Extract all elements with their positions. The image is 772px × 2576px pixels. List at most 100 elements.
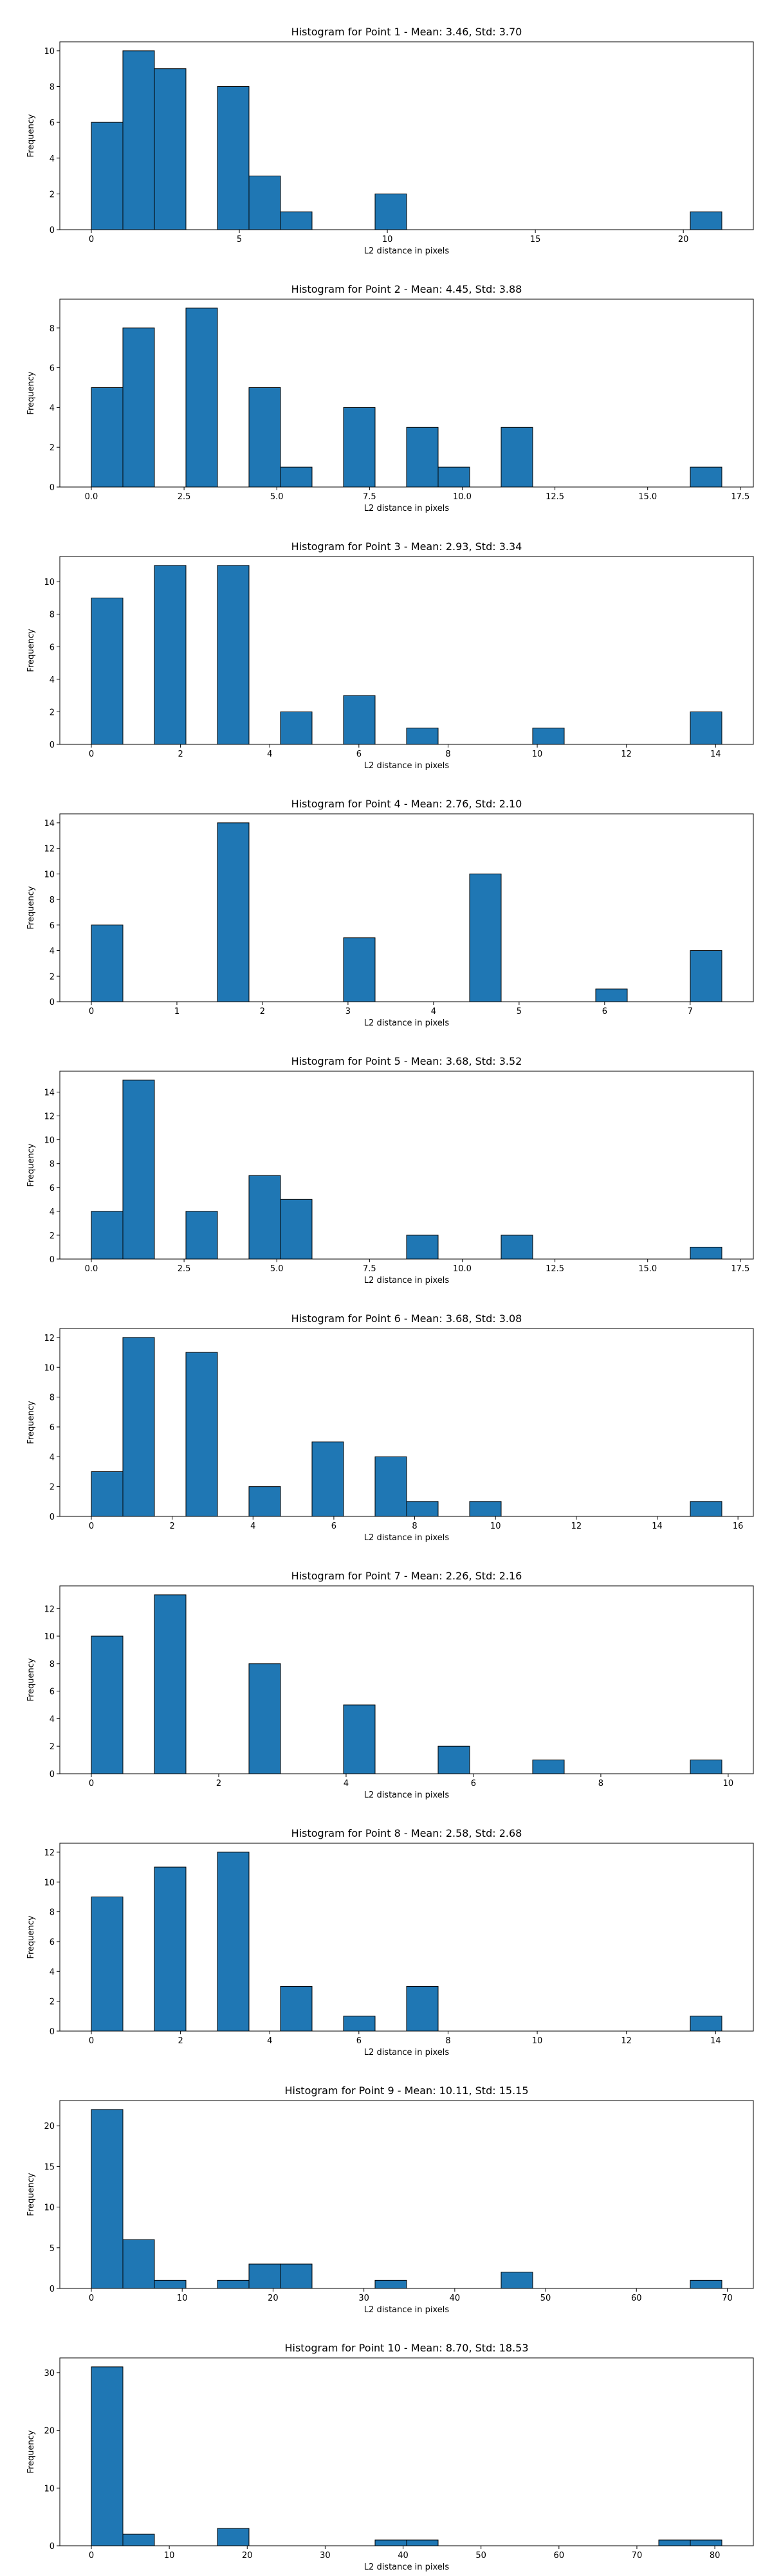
bar — [185, 1352, 218, 1517]
y-tick-label: 14 — [44, 819, 55, 829]
x-tick-label: 0 — [89, 750, 94, 759]
bar — [154, 2279, 187, 2289]
x-tick-label: 2.5 — [178, 1264, 191, 1274]
bar — [280, 1199, 313, 1260]
y-tick-label: 2 — [50, 1998, 55, 2007]
x-axis-label: L2 distance in pixels — [364, 2305, 450, 2315]
y-tick-label: 8 — [50, 1394, 55, 1403]
bar — [91, 387, 124, 488]
y-axis-label: Frequency — [26, 886, 36, 929]
y-tick-label: 12 — [44, 1334, 55, 1343]
bar — [343, 937, 376, 1002]
bar — [406, 427, 439, 488]
x-tick-label: 12 — [571, 1522, 582, 1531]
y-tick-label: 4 — [50, 1715, 55, 1724]
chart-title: Histogram for Point 4 - Mean: 2.76, Std:… — [291, 798, 522, 810]
y-tick-label: 10 — [44, 1136, 55, 1146]
subplot: Histogram for Point 10 - Mean: 8.70, Std… — [26, 2342, 754, 2572]
y-tick-label: 8 — [50, 83, 55, 93]
bar — [374, 1456, 407, 1517]
y-tick-label: 10 — [44, 2484, 55, 2494]
subplot: Histogram for Point 1 - Mean: 3.46, Std:… — [26, 26, 754, 256]
chart-title: Histogram for Point 10 - Mean: 8.70, Std… — [284, 2342, 528, 2354]
y-tick-label: 5 — [50, 2244, 55, 2254]
bar — [185, 1211, 218, 1260]
bar — [690, 1760, 722, 1774]
bar — [374, 2539, 407, 2546]
x-tick-label: 0 — [89, 2036, 94, 2046]
y-tick-label: 20 — [44, 2122, 55, 2131]
x-tick-label: 10 — [177, 2294, 188, 2303]
bar — [501, 427, 533, 488]
x-tick-label: 20 — [268, 2294, 279, 2303]
x-tick-label: 12 — [621, 750, 632, 759]
x-tick-label: 16 — [733, 1522, 744, 1531]
x-tick-label: 7.5 — [363, 492, 376, 502]
y-tick-label: 4 — [50, 947, 55, 957]
bar — [91, 2109, 124, 2289]
x-tick-label: 12.5 — [546, 492, 564, 502]
y-axis-label: Frequency — [26, 1401, 36, 1444]
x-tick-label: 1 — [174, 1007, 179, 1017]
x-tick-label: 80 — [710, 2551, 721, 2561]
chart-title: Histogram for Point 6 - Mean: 3.68, Std:… — [291, 1312, 522, 1325]
x-tick-label: 8 — [412, 1522, 417, 1531]
x-tick-label: 0 — [89, 2294, 94, 2303]
y-tick-label: 8 — [50, 324, 55, 334]
x-tick-label: 15.0 — [638, 492, 657, 502]
x-tick-label: 6 — [356, 750, 362, 759]
axes-frame — [59, 1585, 754, 1774]
y-axis-label: Frequency — [26, 114, 36, 157]
bar — [248, 176, 281, 230]
x-tick-label: 10 — [164, 2551, 175, 2561]
bar — [690, 711, 722, 745]
x-tick-label: 15 — [530, 235, 541, 244]
y-tick-label: 0 — [50, 2027, 55, 2037]
y-axis-label: Frequency — [26, 371, 36, 414]
y-tick-label: 8 — [50, 1160, 55, 1170]
y-axis-label: Frequency — [26, 1915, 36, 1958]
y-tick-label: 12 — [44, 1112, 55, 1122]
y-axis-label: Frequency — [26, 2173, 36, 2216]
x-tick-label: 0 — [89, 1007, 94, 1017]
axes-frame — [59, 41, 754, 230]
bar — [217, 822, 250, 1002]
bar — [374, 2279, 407, 2289]
y-tick-label: 6 — [50, 921, 55, 931]
x-tick-label: 4 — [344, 1779, 349, 1789]
x-tick-label: 0 — [89, 1779, 94, 1789]
chart-title: Histogram for Point 9 - Mean: 10.11, Std… — [284, 2084, 528, 2097]
x-tick-label: 14 — [710, 2036, 721, 2046]
bar — [280, 2263, 313, 2289]
x-tick-label: 8 — [598, 1779, 603, 1789]
subplot: Histogram for Point 2 - Mean: 4.45, Std:… — [26, 283, 754, 513]
bar — [248, 2263, 281, 2289]
x-tick-label: 0 — [89, 235, 94, 244]
bar — [248, 1486, 281, 1517]
bar — [690, 950, 722, 1002]
subplot: Histogram for Point 3 - Mean: 2.93, Std:… — [26, 540, 754, 771]
x-axis-label: L2 distance in pixels — [364, 1790, 450, 1800]
bar — [122, 1337, 155, 1517]
x-tick-label: 6 — [356, 2036, 362, 2046]
bar — [406, 1501, 439, 1517]
bar — [91, 925, 124, 1002]
bar — [437, 1745, 470, 1774]
y-tick-label: 12 — [44, 845, 55, 854]
y-axis-label: Frequency — [26, 1658, 36, 1701]
y-tick-label: 0 — [50, 741, 55, 750]
bar — [154, 1594, 187, 1774]
bar — [217, 565, 250, 745]
bar — [122, 327, 155, 488]
axes-frame — [59, 556, 754, 745]
x-tick-label: 2 — [178, 750, 183, 759]
x-tick-label: 0.0 — [85, 492, 98, 502]
y-axis-label: Frequency — [26, 1143, 36, 1186]
x-tick-label: 8 — [445, 2036, 450, 2046]
axes-frame — [59, 1071, 754, 1260]
bar — [658, 2539, 691, 2546]
bar — [280, 211, 313, 230]
bar — [501, 1235, 533, 1260]
x-tick-label: 8 — [445, 750, 450, 759]
x-tick-label: 14 — [652, 1522, 663, 1531]
